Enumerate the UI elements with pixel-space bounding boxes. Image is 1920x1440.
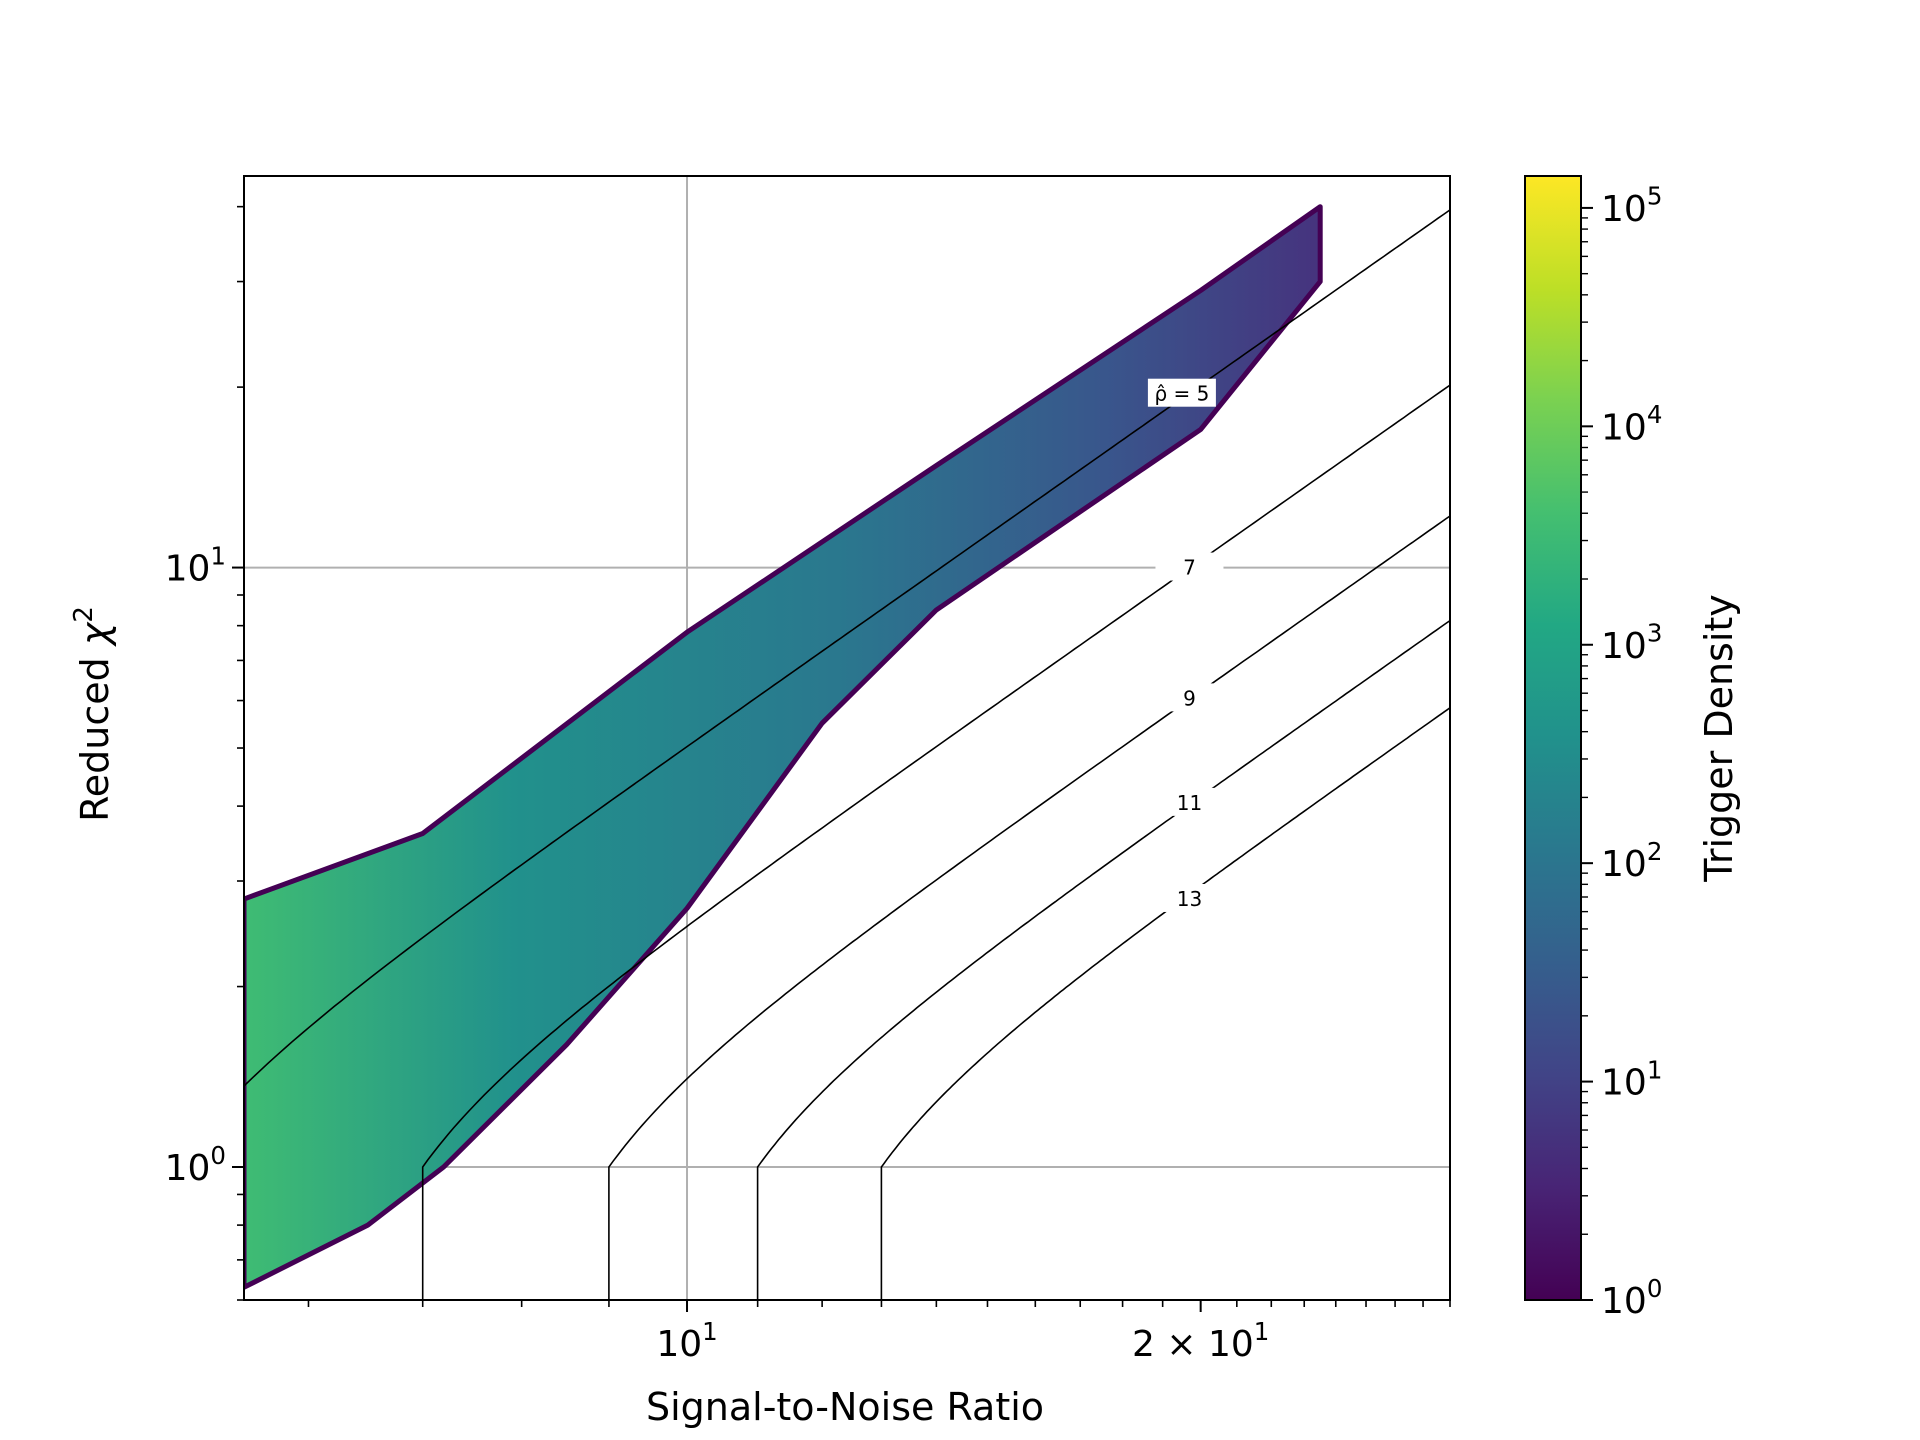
x-axis-label: Signal-to-Noise Ratio	[646, 1385, 1044, 1429]
colorbar-tick-label: 103	[1601, 619, 1662, 667]
contour-label-bg	[1155, 683, 1224, 712]
contour-line-11	[756, 619, 1450, 1300]
y-tick-label: 101	[165, 541, 226, 589]
colorbar-tick-label: 102	[1601, 837, 1662, 885]
contour-label-bg	[1147, 378, 1216, 407]
contour-line-7	[421, 384, 1450, 1300]
contour-label: 13	[1177, 887, 1202, 911]
plot-frame	[243, 175, 1451, 1301]
colorbar-label: Trigger Density	[1697, 594, 1741, 883]
contour-label-bg	[1155, 552, 1224, 581]
contour-label: 11	[1177, 791, 1202, 815]
y-axis-label-symbol: χ	[73, 621, 117, 647]
y-axis-label-superscript: 2	[69, 606, 99, 623]
y-axis-label-text: Reduced	[73, 645, 117, 822]
colorbar-tick-label: 100	[1601, 1274, 1662, 1322]
y-axis-ticks: 100 101	[165, 205, 244, 1301]
colorbar	[1524, 175, 1582, 1301]
contour-label-bg	[1155, 883, 1224, 912]
contour-labels: ρ̂ = 5 7 9 11 13	[1147, 378, 1224, 912]
colorbar-ticks: 100 101 102 103 104 105	[1581, 182, 1662, 1322]
contour-label: ρ̂ = 5	[1154, 382, 1209, 406]
colorbar-tick-label: 105	[1601, 182, 1662, 230]
x-axis-ticks: 101 2 × 101	[307, 1300, 1451, 1365]
trigger-density-heatmap	[244, 204, 1323, 1300]
density-band	[244, 204, 1323, 1290]
contour-label: 9	[1183, 686, 1196, 710]
density-peak	[244, 984, 394, 1300]
x-tick-label: 101	[656, 1317, 717, 1365]
contour-line-9	[608, 515, 1450, 1300]
y-tick-label: 100	[165, 1141, 226, 1189]
contour-line-5	[244, 209, 1450, 1087]
contour-lines	[244, 209, 1450, 1300]
y-axis-label: Reduced χ2	[69, 606, 117, 822]
x-tick-label: 2 × 101	[1132, 1317, 1269, 1365]
colorbar-tick-label: 101	[1601, 1055, 1662, 1103]
contour-label: 7	[1183, 556, 1196, 580]
contour-label-bg	[1155, 787, 1224, 816]
colorbar-tick-label: 104	[1601, 400, 1662, 448]
contour-line-13	[880, 707, 1450, 1300]
